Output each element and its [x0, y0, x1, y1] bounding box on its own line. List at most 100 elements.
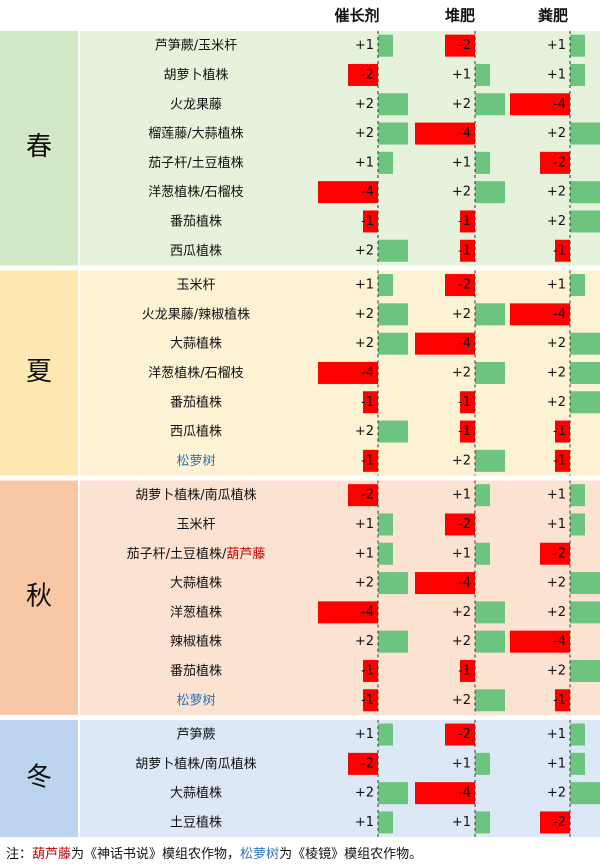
data-bar — [378, 332, 408, 355]
crop-name: 火龙果藤 — [170, 97, 222, 112]
crop-name-part: 辣椒植株 — [170, 634, 222, 649]
value-label: -1 — [458, 243, 471, 258]
value-label: -4 — [458, 786, 471, 801]
data-bar — [475, 181, 505, 204]
value-label: +1 — [355, 815, 374, 830]
crop-name-part: 洋葱植株/石榴枝 — [148, 365, 243, 380]
crop-name: 茄子杆/土豆植株 — [148, 155, 243, 170]
data-bar — [415, 122, 475, 145]
crop-name: 土豆植株 — [170, 815, 222, 830]
crop-name: 大蒜植株 — [170, 786, 222, 801]
value-label: +2 — [452, 634, 471, 649]
data-bar — [510, 303, 570, 326]
value-label: +1 — [547, 67, 566, 82]
data-bar — [570, 723, 585, 746]
crop-name-part: 番茄植株 — [170, 663, 222, 678]
data-bar — [570, 63, 585, 86]
column-header: 粪肥 — [538, 7, 568, 25]
value-label: -2 — [361, 67, 374, 82]
value-label: +2 — [452, 365, 471, 380]
value-label: -1 — [458, 395, 471, 410]
value-label: +1 — [452, 756, 471, 771]
data-bar — [570, 484, 585, 507]
data-bar — [318, 361, 378, 384]
crop-name-part: 大蒜植株 — [170, 786, 222, 801]
value-label: +1 — [355, 546, 374, 561]
value-label: -2 — [458, 278, 471, 293]
crop-name: 火龙果藤/辣椒植株 — [142, 307, 250, 322]
value-label: -2 — [458, 38, 471, 53]
value-label: +2 — [355, 97, 374, 112]
value-label: +2 — [355, 336, 374, 351]
value-label: +1 — [547, 38, 566, 53]
data-bar — [475, 601, 505, 624]
crop-name: 西瓜植株 — [170, 243, 222, 258]
data-bar — [570, 361, 600, 384]
crop-name-part: 胡萝卜植株/南瓜植株 — [135, 755, 256, 771]
data-bar — [378, 151, 393, 174]
season-label: 冬 — [26, 763, 52, 793]
value-label: -4 — [458, 576, 471, 591]
value-label: -4 — [458, 126, 471, 141]
season-rows-bg — [80, 480, 600, 715]
crop-name: 松萝树 — [176, 453, 215, 468]
value-label: +2 — [547, 126, 566, 141]
value-label: -4 — [361, 605, 374, 620]
data-bar — [570, 181, 600, 204]
season-label: 夏 — [26, 357, 52, 387]
value-label: +1 — [355, 38, 374, 53]
value-label: +2 — [547, 395, 566, 410]
crop-name: 胡萝卜植株/南瓜植株 — [135, 487, 256, 503]
data-bar — [318, 181, 378, 204]
value-label: -4 — [553, 634, 566, 649]
value-label: +1 — [547, 756, 566, 771]
crop-name-part: 大蒜植株 — [170, 336, 222, 351]
value-label: -1 — [361, 453, 374, 468]
data-bar — [460, 659, 475, 682]
crop-name-part: 胡萝卜植株 — [163, 67, 228, 82]
value-label: -1 — [553, 453, 566, 468]
value-label: -1 — [361, 663, 374, 678]
data-bar — [460, 210, 475, 233]
data-bar — [363, 391, 378, 414]
value-label: +1 — [452, 546, 471, 561]
value-label: +2 — [547, 365, 566, 380]
crop-name: 洋葱植株/石榴枝 — [148, 365, 243, 380]
data-bar — [540, 811, 570, 834]
data-bar — [415, 572, 475, 595]
value-label: -1 — [458, 663, 471, 678]
data-bar — [555, 420, 570, 443]
crop-name-part: 芦笋蕨/玉米杆 — [155, 37, 237, 53]
value-label: -2 — [458, 517, 471, 532]
data-bar — [378, 122, 408, 145]
value-label: +2 — [355, 576, 374, 591]
crop-name: 洋葱植株 — [170, 605, 222, 620]
value-label: +1 — [355, 517, 374, 532]
data-bar — [378, 513, 393, 536]
crop-name: 榴莲藤/大蒜植株 — [148, 126, 243, 141]
data-bar — [445, 34, 475, 57]
crop-name-part: 芦笋蕨 — [176, 726, 215, 742]
data-bar — [363, 210, 378, 233]
data-bar — [378, 239, 408, 262]
footnote-part: 葫芦藤 — [32, 847, 71, 862]
data-bar — [363, 449, 378, 472]
data-bar — [348, 484, 378, 507]
crop-name-part: 火龙果藤 — [170, 97, 222, 112]
footnote-part: 松萝树 — [240, 847, 279, 862]
value-label: +2 — [355, 126, 374, 141]
crop-name: 大蒜植株 — [170, 576, 222, 591]
value-label: +2 — [452, 97, 471, 112]
value-label: -1 — [361, 395, 374, 410]
data-bar — [475, 151, 490, 174]
crop-name: 茄子杆/土豆植株/葫芦藤 — [127, 546, 266, 561]
value-label: +2 — [547, 185, 566, 200]
value-label: -4 — [553, 97, 566, 112]
value-label: +1 — [452, 155, 471, 170]
value-label: +2 — [452, 693, 471, 708]
data-bar — [460, 420, 475, 443]
data-bar — [555, 449, 570, 472]
data-bar — [570, 601, 600, 624]
value-label: +1 — [452, 815, 471, 830]
value-label: +2 — [452, 605, 471, 620]
